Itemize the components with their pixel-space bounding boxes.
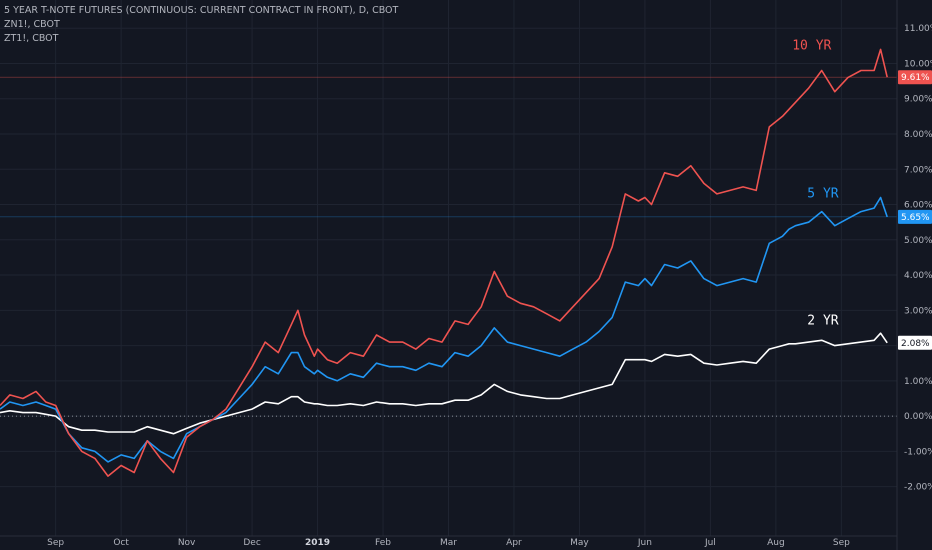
legend-zn-symbol[interactable]: ZN1!, CBOT bbox=[4, 19, 60, 30]
chart-legend: 5 YEAR T-NOTE FUTURES (CONTINUOUS: CURRE… bbox=[4, 4, 398, 46]
x-tick-label: Sep bbox=[47, 538, 64, 548]
legend-main-symbol[interactable]: 5 YEAR T-NOTE FUTURES (CONTINUOUS: CURRE… bbox=[4, 5, 399, 16]
x-tick-label: Jul bbox=[704, 538, 716, 548]
y-tick-label: 4.00% bbox=[904, 271, 932, 281]
time-axis[interactable]: Sep Oct Nov Dec 2019 Feb Mar Apr May Jun Jul Aug Sep bbox=[0, 535, 897, 548]
series-line-2-yr[interactable] bbox=[0, 332, 888, 435]
y-tick-label: 11.00% bbox=[904, 24, 932, 34]
y-tick-label: 8.00% bbox=[904, 130, 932, 140]
x-tick-label: 2019 bbox=[305, 538, 330, 548]
series-lines bbox=[0, 48, 897, 477]
x-tick-label: Oct bbox=[113, 538, 129, 548]
y-tick-label: 0.00% bbox=[904, 412, 932, 422]
x-tick-label: Apr bbox=[506, 538, 522, 548]
y-tick-label: 3.00% bbox=[904, 306, 932, 316]
x-tick-label: Nov bbox=[178, 538, 196, 548]
legend-zt-symbol[interactable]: ZT1!, CBOT bbox=[4, 33, 59, 44]
x-tick-label: Feb bbox=[375, 538, 391, 548]
series-line-5-yr[interactable] bbox=[0, 196, 888, 463]
series-labels: 10 YR 5 YR 2 YR bbox=[792, 38, 839, 328]
grid-lines bbox=[0, 0, 897, 536]
y-tick-label: -1.00% bbox=[904, 447, 932, 457]
series-line-10-yr[interactable] bbox=[0, 48, 888, 477]
x-tick-label: Jun bbox=[637, 538, 652, 548]
last-value-tag-bg bbox=[898, 70, 932, 85]
x-tick-label: Mar bbox=[440, 538, 457, 548]
y-tick-label: 7.00% bbox=[904, 165, 932, 175]
y-tick-label: 10.00% bbox=[904, 59, 932, 69]
last-value-tag-bg bbox=[898, 335, 932, 350]
y-tick-label: 1.00% bbox=[904, 377, 932, 387]
y-tick-label: 6.00% bbox=[904, 201, 932, 211]
last-value-tag: 2.08% bbox=[901, 339, 930, 349]
series-label-5-yr: 5 YR bbox=[807, 186, 838, 201]
y-tick-label: -2.00% bbox=[904, 483, 932, 493]
y-tick-label: 5.00% bbox=[904, 236, 932, 246]
last-value-tag: 5.65% bbox=[901, 213, 930, 223]
series-label-10-yr: 10 YR bbox=[792, 38, 831, 53]
x-tick-label: May bbox=[570, 538, 589, 548]
y-tick-label: 9.00% bbox=[904, 95, 932, 105]
last-value-tags: 9.61% 5.65% 2.08% bbox=[898, 70, 932, 350]
last-value-tag: 9.61% bbox=[901, 73, 930, 83]
x-tick-label: Sep bbox=[833, 538, 850, 548]
x-tick-label: Aug bbox=[767, 538, 785, 548]
x-tick-label: Dec bbox=[243, 538, 260, 548]
series-label-2-yr: 2 YR bbox=[807, 313, 838, 328]
last-value-tag-bg bbox=[898, 209, 932, 224]
